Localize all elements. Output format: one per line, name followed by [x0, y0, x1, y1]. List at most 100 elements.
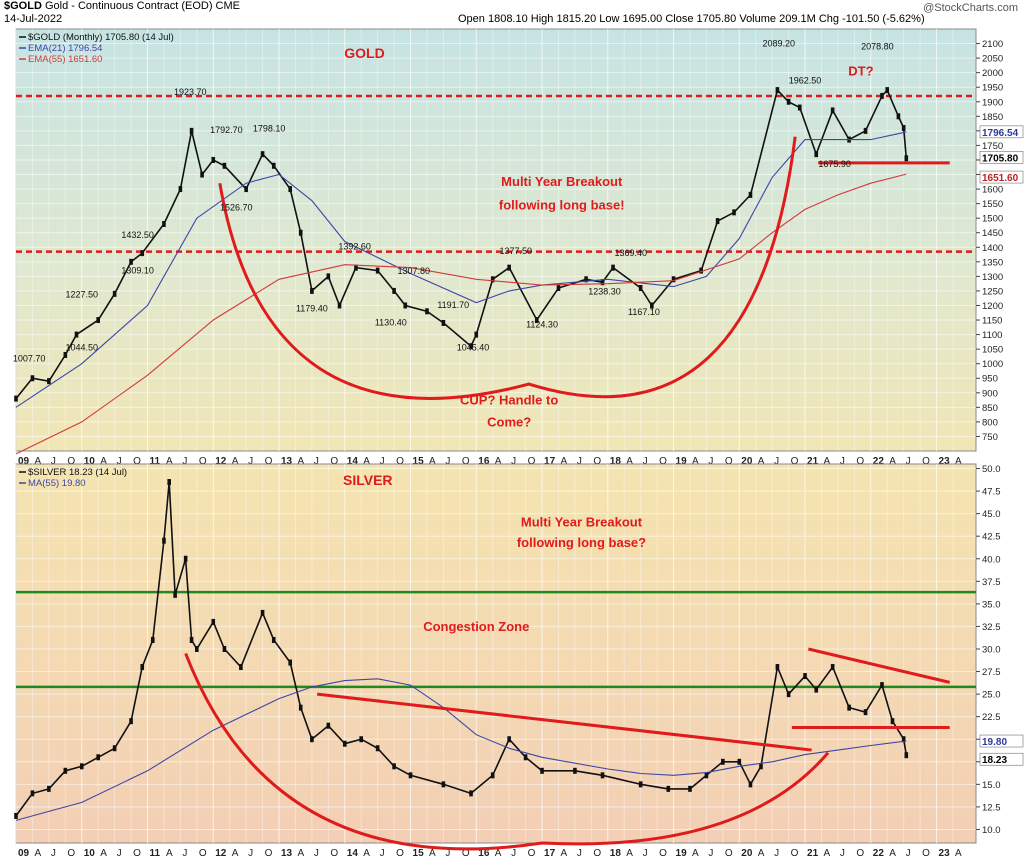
silver-price-point [814, 686, 819, 693]
gold-price-point [271, 162, 276, 169]
silver-price-point [540, 767, 544, 774]
silver-x-tick-label: O [725, 848, 733, 859]
silver-price-point [847, 704, 851, 711]
gold-level-label: 1007.70 [13, 353, 46, 363]
silver-x-tick-label: A [232, 848, 239, 859]
silver-price-point [392, 763, 396, 770]
gold-y-tick-label: 1250 [982, 286, 1003, 297]
silver-x-tick-label: O [922, 848, 930, 859]
silver-x-tick-label: O [265, 848, 273, 859]
gold-x-tick-label: 18 [610, 456, 622, 467]
silver-price-point [638, 781, 643, 788]
silver-price-point [195, 645, 199, 652]
gold-x-tick-label: 19 [676, 456, 688, 467]
gold-x-tick-label: 21 [807, 456, 819, 467]
silver-price-point [47, 785, 51, 792]
gold-price-point [375, 267, 380, 274]
gold-x-tick-label: J [511, 456, 516, 467]
silver-price-point [688, 785, 692, 792]
gold-x-tick-label: A [100, 456, 107, 467]
gold-level-label: 1191.70 [437, 300, 469, 310]
gold-x-tick-label: A [626, 456, 633, 467]
gold-cup-curve [218, 136, 797, 400]
silver-price-point [523, 754, 528, 761]
silver-price-point [904, 752, 909, 759]
symbol-description: Gold - Continuous Contract (EOD) [44, 0, 213, 12]
silver-x-tick-label: J [380, 848, 385, 859]
gold-price-point [748, 191, 753, 198]
gold-x-tick-label: 16 [478, 456, 490, 467]
gold-x-tick-label: J [248, 456, 253, 467]
silver-price-point [342, 740, 347, 747]
gold-price-point [441, 319, 446, 326]
gold-x-tick-label: J [182, 456, 187, 467]
silver-x-tick-label: A [297, 848, 304, 859]
gold-x-tick-label: O [265, 456, 273, 467]
silver-y-tick-label: 32.5 [982, 622, 1001, 633]
silver-y-tick-label: 42.5 [982, 532, 1001, 543]
gold-x-tick-label: O [133, 456, 141, 467]
silver-x-tick-label: 22 [873, 848, 885, 859]
gold-level-label: 2089.20 [762, 39, 795, 49]
gold-price-point [901, 124, 906, 131]
gold-x-tick-label: 10 [84, 456, 96, 467]
gold-price-point [140, 250, 145, 257]
gold-x-tick-label: O [791, 456, 799, 467]
gold-price-point [904, 155, 909, 162]
gold-annotation: following long base! [499, 197, 625, 212]
gold-price-point [490, 276, 495, 283]
silver-price-point [408, 772, 413, 779]
silver-legend-entry: MA(55) 19.80 [28, 478, 86, 489]
gold-x-tick-label: J [445, 456, 450, 467]
silver-price-point [150, 636, 155, 643]
gold-price-point [74, 331, 79, 338]
gold-price-point [244, 186, 248, 193]
silver-x-tick-label: J [774, 848, 779, 859]
silver-price-point [189, 636, 194, 643]
silver-price-point [260, 609, 265, 616]
gold-level-label: 1167.10 [628, 307, 660, 317]
gold-price-point [797, 104, 802, 111]
gold-y-tick-label: 1200 [982, 301, 1003, 312]
silver-price-point [759, 763, 763, 770]
gold-price-point [638, 285, 643, 292]
gold-price-tag-ema21: 1796.54 [982, 128, 1019, 139]
silver-price-point [30, 790, 35, 797]
gold-x-tick-label: 15 [413, 456, 425, 467]
gold-level-label: 1526.70 [220, 202, 253, 212]
gold-level-label: 1432.50 [121, 230, 154, 240]
silver-price-tag-close: 18.23 [982, 755, 1007, 766]
silver-price-point [162, 537, 166, 544]
silver-y-tick-label: 25.0 [982, 690, 1001, 701]
gold-price-point [211, 156, 216, 163]
gold-annotation: CUP? Handle to [460, 392, 558, 407]
gold-legend-entry: EMA(55) 1651.60 [28, 54, 102, 65]
silver-price-point [863, 709, 868, 716]
gold-x-tick-label: O [725, 456, 733, 467]
gold-x-tick-label: 20 [741, 456, 753, 467]
silver-x-tick-label: J [314, 848, 319, 859]
silver-price-point [573, 767, 577, 774]
gold-price-point [392, 287, 396, 294]
silver-price-point [803, 673, 807, 680]
gold-plot-area [15, 28, 977, 452]
gold-x-tick-label: 13 [281, 456, 293, 467]
silver-price-tag-ma55: 19.80 [982, 737, 1007, 748]
gold-x-tick-label: 23 [939, 456, 951, 467]
gold-price-point [786, 98, 791, 105]
ohlc-readout: Open 1808.10 High 1815.20 Low 1695.00 Cl… [458, 13, 925, 25]
silver-x-tick-label: 15 [413, 848, 425, 859]
gold-x-tick-label: O [199, 456, 207, 467]
gold-price-point [200, 171, 204, 178]
gold-x-tick-label: J [906, 456, 911, 467]
gold-legend-entry: $GOLD (Monthly) 1705.80 (14 Jul) [28, 32, 174, 43]
gold-price-point [222, 162, 227, 169]
silver-x-tick-label: A [626, 848, 633, 859]
gold-x-tick-label: A [429, 456, 436, 467]
silver-x-tick-label: 17 [544, 848, 556, 859]
silver-y-tick-label: 10.0 [982, 825, 1001, 836]
gold-x-tick-label: 11 [150, 456, 161, 467]
silver-price-tag-ma55-box [979, 734, 1024, 748]
gold-price-point [403, 302, 408, 309]
